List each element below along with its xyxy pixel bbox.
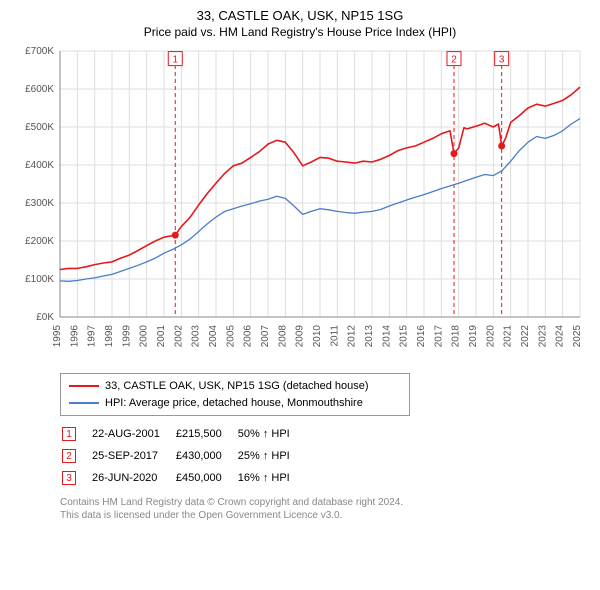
svg-text:2006: 2006: [243, 325, 254, 348]
chart-svg: £0K £100K £200K £300K £400K £500K £600K £700K 19…: [10, 45, 590, 365]
svg-text:2019: 2019: [468, 325, 479, 348]
legend-label: HPI: Average price, detached house, Monm…: [105, 395, 363, 412]
event-row: 3 26-JUN-2020£450,00016% ↑ HPI: [62, 468, 304, 488]
svg-text:1996: 1996: [69, 325, 80, 348]
event-price: £215,500: [176, 424, 236, 444]
svg-text:£0K: £0K: [36, 312, 54, 323]
svg-text:2: 2: [451, 55, 457, 66]
svg-text:2011: 2011: [329, 325, 340, 347]
legend-swatch: [69, 385, 99, 387]
event-marker: 1: [62, 427, 76, 441]
legend-item: HPI: Average price, detached house, Monm…: [69, 395, 401, 412]
legend-item: 33, CASTLE OAK, USK, NP15 1SG (detached …: [69, 378, 401, 395]
event-price: £430,000: [176, 446, 236, 466]
svg-text:2018: 2018: [451, 325, 462, 348]
svg-text:2000: 2000: [139, 325, 150, 348]
svg-text:1998: 1998: [104, 325, 115, 348]
event-delta: 50% ↑ HPI: [238, 424, 304, 444]
svg-text:1995: 1995: [52, 325, 63, 348]
svg-text:2012: 2012: [347, 325, 358, 348]
svg-text:2013: 2013: [364, 325, 375, 348]
svg-text:2025: 2025: [572, 325, 583, 348]
svg-text:2017: 2017: [433, 325, 444, 348]
event-row: 2 25-SEP-2017£430,00025% ↑ HPI: [62, 446, 304, 466]
event-price: £450,000: [176, 468, 236, 488]
svg-text:1: 1: [172, 55, 178, 66]
svg-text:£100K: £100K: [25, 274, 54, 285]
svg-text:£500K: £500K: [25, 122, 54, 133]
svg-text:2008: 2008: [277, 325, 288, 348]
svg-text:£200K: £200K: [25, 236, 54, 247]
svg-text:2007: 2007: [260, 325, 271, 348]
svg-text:£600K: £600K: [25, 84, 54, 95]
footer-line1: Contains HM Land Registry data © Crown c…: [60, 496, 590, 509]
svg-text:1997: 1997: [87, 325, 98, 348]
event-date: 22-AUG-2001: [92, 424, 174, 444]
svg-text:2015: 2015: [399, 325, 410, 348]
chart-title: 33, CASTLE OAK, USK, NP15 1SG: [10, 8, 590, 23]
svg-text:1999: 1999: [121, 325, 132, 348]
svg-text:2005: 2005: [225, 325, 236, 348]
event-delta: 25% ↑ HPI: [238, 446, 304, 466]
svg-text:2001: 2001: [156, 325, 167, 348]
svg-text:2022: 2022: [520, 325, 531, 348]
svg-text:2014: 2014: [381, 325, 392, 348]
svg-text:2020: 2020: [485, 325, 496, 348]
legend-swatch: [69, 402, 99, 404]
event-delta: 16% ↑ HPI: [238, 468, 304, 488]
svg-text:£700K: £700K: [25, 46, 54, 57]
svg-text:2023: 2023: [537, 325, 548, 348]
legend: 33, CASTLE OAK, USK, NP15 1SG (detached …: [60, 373, 410, 416]
footer-attribution: Contains HM Land Registry data © Crown c…: [60, 496, 590, 522]
event-date: 25-SEP-2017: [92, 446, 174, 466]
svg-text:£300K: £300K: [25, 198, 54, 209]
svg-text:2024: 2024: [555, 325, 566, 348]
svg-text:3: 3: [499, 55, 505, 66]
svg-text:2021: 2021: [503, 325, 514, 348]
chart-plot: £0K £100K £200K £300K £400K £500K £600K £700K 19…: [10, 45, 590, 365]
svg-text:2002: 2002: [173, 325, 184, 348]
event-marker: 2: [62, 449, 76, 463]
svg-text:2009: 2009: [295, 325, 306, 348]
footer-line2: This data is licensed under the Open Gov…: [60, 509, 590, 522]
svg-text:2016: 2016: [416, 325, 427, 348]
svg-text:2004: 2004: [208, 325, 219, 348]
svg-text:2010: 2010: [312, 325, 323, 348]
legend-label: 33, CASTLE OAK, USK, NP15 1SG (detached …: [105, 378, 369, 395]
chart-subtitle: Price paid vs. HM Land Registry's House …: [10, 25, 590, 39]
svg-text:£400K: £400K: [25, 160, 54, 171]
event-date: 26-JUN-2020: [92, 468, 174, 488]
events-table: 1 22-AUG-2001£215,50050% ↑ HPI 2 25-SEP-201…: [60, 422, 306, 490]
svg-text:2003: 2003: [191, 325, 202, 348]
event-row: 1 22-AUG-2001£215,50050% ↑ HPI: [62, 424, 304, 444]
event-marker: 3: [62, 471, 76, 485]
